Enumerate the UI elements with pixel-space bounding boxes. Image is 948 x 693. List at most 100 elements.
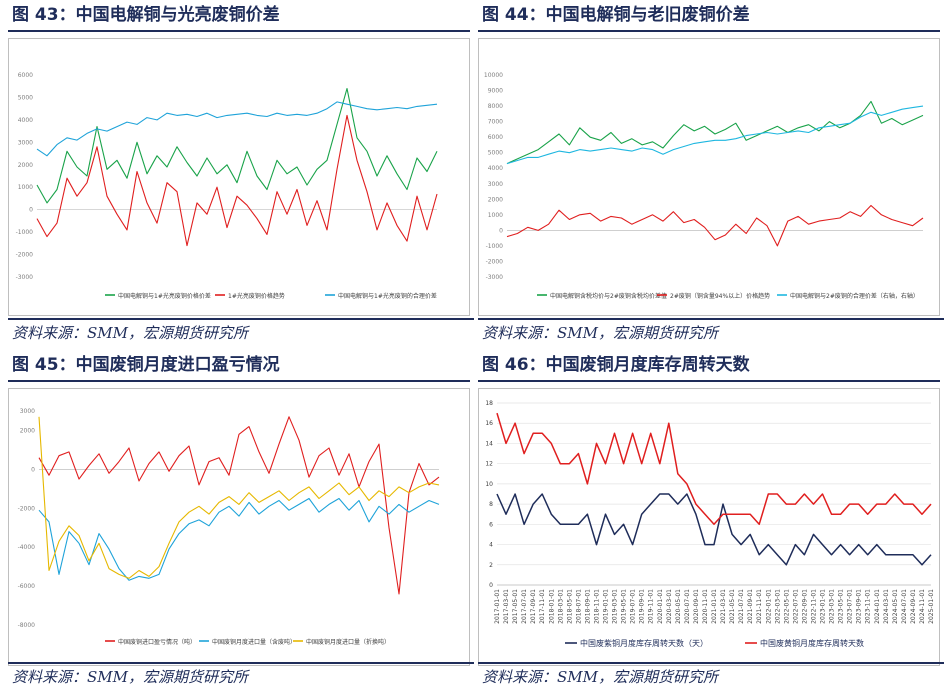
x-tick-label: 2020-11-01	[702, 589, 709, 624]
x-tick-label: 2024-11-01	[919, 589, 926, 624]
y-tick-label: 10	[485, 481, 493, 488]
x-tick-label: 2018-01-01	[548, 589, 555, 624]
x-tick-label: 2019-09-01	[639, 589, 646, 624]
y-tick-label: 5000	[488, 150, 503, 157]
y-tick-label: 3000	[20, 408, 35, 415]
y-tick-label: 0	[489, 582, 493, 589]
y-tick-label: 8	[489, 501, 493, 508]
x-tick-label: 2019-01-01	[603, 589, 610, 624]
figure-45-chart: -8000 -6000 -4000 -2000 0 2000 3000 中国废铜进口盈亏情况（…	[8, 388, 470, 666]
x-tick-label: 2020-03-01	[666, 589, 673, 624]
y-tick-label: 7000	[488, 119, 503, 126]
x-tick-label: 2017-09-01	[530, 589, 537, 624]
y-tick-label: 6000	[488, 134, 503, 141]
y-tick-label: 10000	[484, 72, 503, 79]
y-tick-label: -1000	[486, 243, 504, 250]
figure-44-source: 资料来源：SMM，宏源期货研究所	[478, 318, 944, 343]
figure-43-title: 图 43：中国电解铜与光亮废铜价差	[8, 0, 470, 32]
y-tick-label: 2000	[20, 427, 35, 434]
x-tick-label: 2017-05-01	[512, 589, 519, 624]
y-tick-label: 4000	[18, 117, 33, 124]
y-tick-label: -4000	[18, 544, 36, 551]
x-tick-label: 2017-03-01	[503, 589, 510, 624]
figure-45-title: 图 45：中国废铜月度进口盈亏情况	[8, 350, 470, 382]
x-tick-label: 2024-03-01	[883, 589, 890, 624]
legend-label: 中国废铜月度进口量（含废吨）	[212, 638, 296, 646]
legend-label: 中国废黄铜月度库存周转天数	[760, 638, 864, 648]
figure-44-title: 图 44：中国电解铜与老旧废铜价差	[478, 0, 940, 32]
y-tick-label: 6	[489, 521, 493, 528]
y-tick-label: 0	[29, 207, 33, 214]
x-tick-label: 2020-07-01	[684, 589, 691, 624]
x-tick-label: 2019-03-01	[612, 589, 619, 624]
y-tick-label: 2	[489, 562, 493, 569]
legend-label: 中国电解铜含税均价与2#废铜含税均价差值	[550, 292, 667, 300]
figure-46-title: 图 46：中国废铜月度库存周转天数	[478, 350, 940, 382]
x-tick-label: 2022-03-01	[774, 589, 781, 624]
x-tick-label: 2022-09-01	[801, 589, 808, 624]
y-tick-label: 16	[485, 420, 493, 427]
y-tick-label: -6000	[18, 583, 36, 590]
series-line-2	[496, 412, 932, 526]
figure-43-source: 资料来源：SMM，宏源期货研究所	[8, 318, 474, 343]
legend-label: 中国废铜月度进口量（折换吨）	[306, 638, 390, 646]
x-tick-label: 2023-11-01	[865, 589, 872, 624]
x-tick-label: 2024-01-01	[874, 589, 881, 624]
y-tick-label: 5000	[18, 94, 33, 101]
y-tick-label: -8000	[18, 622, 36, 629]
legend-label: 中国电解铜与2#废铜的合理价差（右轴，右轴）	[790, 292, 919, 300]
y-tick-label: 4	[489, 542, 493, 549]
x-tick-label: 2020-01-01	[657, 589, 664, 624]
figure-44-svg: -3000 -2000 -1000 0 1000 2000 3000 4000 5000 6000…	[484, 72, 924, 300]
y-tick-label: 0	[499, 227, 503, 234]
y-tick-label: 12	[485, 461, 493, 468]
figure-46-chart: 0 2 4 6 8 10 12 14 16 18 2017-01-01 2017-03-01 2017-…	[478, 388, 940, 666]
x-tick-label: 2021-09-01	[747, 589, 754, 624]
x-tick-label: 2022-07-01	[792, 589, 799, 624]
y-tick-label: -2000	[486, 258, 504, 265]
series-line-3	[36, 101, 438, 157]
x-tick-label: 2023-07-01	[847, 589, 854, 624]
y-tick-label: 2000	[18, 162, 33, 169]
x-tick-label: 2024-07-01	[901, 589, 908, 624]
series-line-1	[496, 493, 932, 566]
x-tick-label: 2019-07-01	[630, 589, 637, 624]
y-tick-label: 4000	[488, 165, 503, 172]
series-line-1	[38, 416, 440, 595]
series-line-2	[36, 114, 438, 247]
x-tick-label: 2024-05-01	[892, 589, 899, 624]
figure-43-chart: -3000 -2000 -1000 0 1000 2000 3000 4000 5000 6000…	[8, 38, 470, 316]
x-tick-label: 2018-07-01	[575, 589, 582, 624]
y-tick-label: -2000	[16, 252, 34, 259]
x-tick-label: 2025-01-01	[928, 589, 935, 624]
legend-label: 1#光亮废铜价格趋势	[228, 292, 285, 300]
y-tick-label: -2000	[18, 505, 36, 512]
x-tick-label: 2023-05-01	[838, 589, 845, 624]
figure-43-panel: 图 43：中国电解铜与光亮废铜价差 -3000 -2000 -1000 0 1000 20…	[8, 0, 474, 342]
y-tick-label: 3000	[488, 181, 503, 188]
x-tick-label: 2020-05-01	[675, 589, 682, 624]
series-line-2	[38, 497, 440, 581]
y-tick-label: 9000	[488, 88, 503, 95]
series-line-1	[506, 100, 924, 165]
x-tick-label: 2018-11-01	[593, 589, 600, 624]
x-tick-label: 2020-09-01	[693, 589, 700, 624]
figure-46-panel: 图 46：中国废铜月度库存周转天数 0 2 4 6 8 10 12 14 16 18 2017-01…	[478, 350, 944, 686]
y-tick-label: -3000	[16, 274, 34, 281]
x-tick-label: 2018-05-01	[566, 589, 573, 624]
x-tick-label: 2017-07-01	[521, 589, 528, 624]
x-tick-label: 2023-01-01	[820, 589, 827, 624]
x-tick-label: 2022-01-01	[765, 589, 772, 624]
x-tick-label: 2024-09-01	[910, 589, 917, 624]
figure-45-panel: 图 45：中国废铜月度进口盈亏情况 -8000 -6000 -4000 -2000 0 2…	[8, 350, 474, 686]
x-tick-label: 2021-03-01	[720, 589, 727, 624]
x-tick-label: 2017-01-01	[494, 589, 501, 624]
x-tick-label: 2021-05-01	[729, 589, 736, 624]
x-tick-label: 2018-03-01	[557, 589, 564, 624]
x-tick-label: 2023-09-01	[856, 589, 863, 624]
y-tick-label: 18	[485, 400, 493, 407]
figure-44-panel: 图 44：中国电解铜与老旧废铜价差 -3000 -2000 -1000 0 1000 20…	[478, 0, 944, 342]
y-tick-label: 3000	[18, 139, 33, 146]
y-tick-label: -3000	[486, 274, 504, 281]
